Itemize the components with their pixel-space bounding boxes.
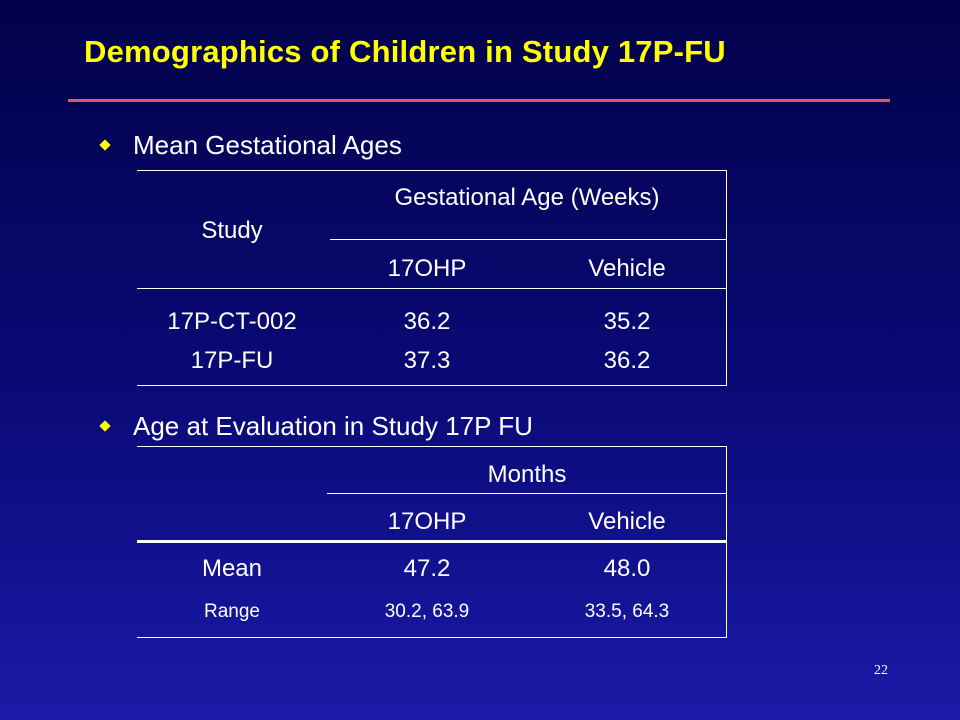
column-header-vehicle: Vehicle	[588, 255, 666, 282]
bullet-age-at-evaluation: Age at Evaluation in Study 17P FU	[99, 411, 533, 442]
bullet-text: Age at Evaluation in Study 17P FU	[133, 411, 533, 441]
row-label: Mean	[201, 555, 263, 582]
gestational-age-table: Study Gestational Age (Weeks) 17OHP Vehi…	[137, 170, 727, 386]
age-at-evaluation-table: Months 17OHP Vehicle Mean 47.2 48.0 Rang…	[137, 446, 727, 638]
column-header-17ohp: 17OHP	[387, 255, 467, 282]
cell-vehicle: 36.2	[603, 347, 651, 374]
cell-vehicle: 35.2	[603, 308, 651, 335]
cell-17ohp: 47.2	[403, 555, 451, 582]
row-label: Range	[204, 601, 260, 622]
cell-17ohp: 30.2, 63.9	[384, 601, 470, 622]
column-header-17ohp: 17OHP	[387, 508, 467, 535]
cell-vehicle: 33.5, 64.3	[584, 601, 670, 622]
diamond-bullet-icon	[99, 420, 111, 432]
title-divider	[68, 99, 890, 102]
table-header-gestational-age: Gestational Age (Weeks)	[394, 184, 660, 211]
slide-title: Demographics of Children in Study 17P-FU	[84, 34, 726, 69]
diamond-bullet-icon	[99, 139, 111, 151]
page-number: 22	[874, 663, 888, 678]
bullet-mean-gestational-ages: Mean Gestational Ages	[99, 130, 402, 161]
cell-17ohp: 37.3	[403, 347, 451, 374]
cell-17ohp: 36.2	[403, 308, 451, 335]
table-header-months: Months	[487, 461, 567, 488]
row-label: 17P-FU	[190, 347, 274, 374]
cell-vehicle: 48.0	[603, 555, 651, 582]
table-divider	[330, 239, 727, 240]
table-header-study: Study	[201, 217, 263, 244]
table-divider	[137, 540, 727, 543]
table-divider	[327, 493, 727, 494]
row-label: 17P-CT-002	[167, 308, 297, 335]
table-divider	[137, 288, 727, 289]
bullet-text: Mean Gestational Ages	[133, 130, 402, 160]
column-header-vehicle: Vehicle	[588, 508, 666, 535]
